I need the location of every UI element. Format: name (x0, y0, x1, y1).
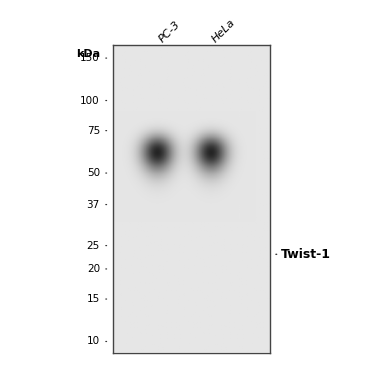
Text: HeLa: HeLa (210, 17, 237, 45)
Text: kDa: kDa (76, 49, 100, 59)
Text: 150: 150 (80, 53, 100, 63)
Text: PC-3: PC-3 (157, 19, 182, 45)
Text: 20: 20 (87, 264, 100, 274)
Text: 50: 50 (87, 168, 100, 178)
Text: 100: 100 (80, 96, 100, 105)
Text: 37: 37 (87, 200, 100, 210)
Text: 75: 75 (87, 126, 100, 136)
Text: 15: 15 (87, 294, 100, 304)
Text: 10: 10 (87, 336, 100, 346)
Text: 25: 25 (87, 241, 100, 250)
Text: Twist-1: Twist-1 (281, 248, 331, 261)
